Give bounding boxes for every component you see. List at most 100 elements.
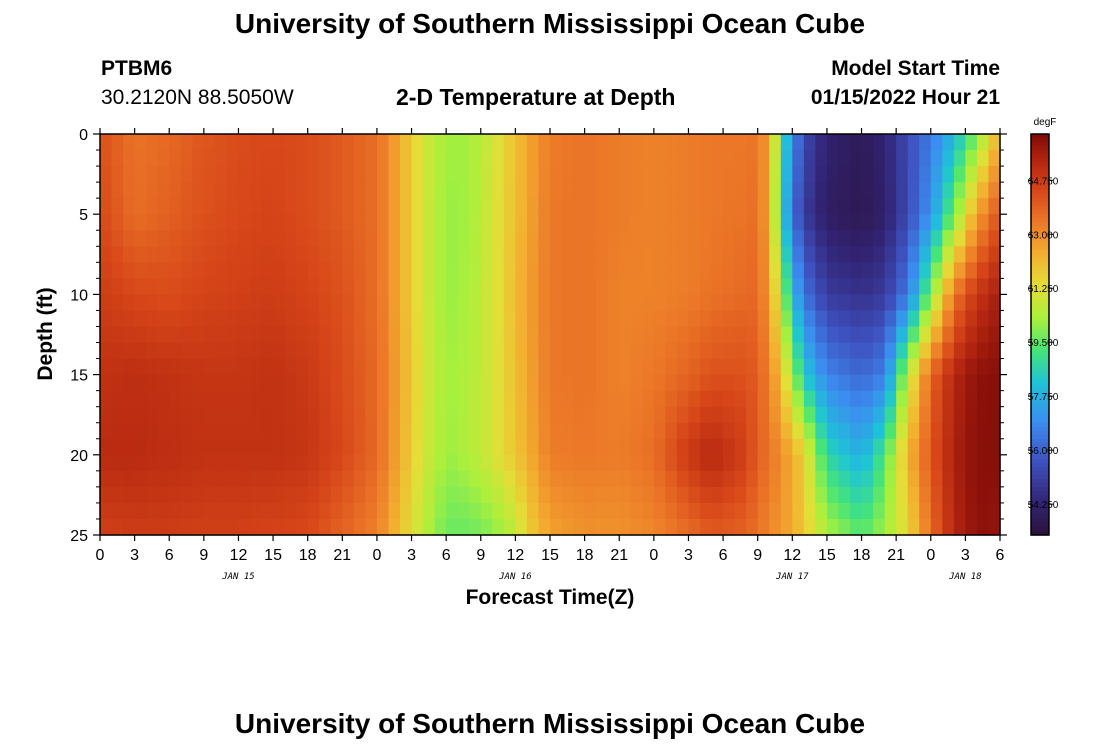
heatmap-cell: [861, 278, 874, 295]
heatmap-cell: [665, 486, 678, 504]
heatmap-cell: [942, 134, 955, 151]
heatmap-cell: [538, 502, 551, 520]
heatmap-cell: [423, 374, 436, 392]
heatmap-cell: [100, 438, 113, 456]
heatmap-cell: [700, 470, 713, 488]
colorbar-segment: [1031, 226, 1049, 231]
heatmap-cell: [780, 198, 793, 215]
heatmap-cell: [976, 438, 990, 456]
heatmap-cell: [180, 438, 193, 456]
heatmap-cell: [734, 294, 747, 312]
heatmap-cell: [746, 246, 759, 263]
heatmap-cell: [261, 454, 274, 472]
heatmap-cell: [642, 422, 655, 440]
heatmap-cell: [388, 502, 401, 520]
heatmap-cell: [226, 214, 240, 231]
heatmap-cell: [123, 166, 136, 183]
heatmap-cell: [838, 246, 851, 263]
heatmap-cell: [134, 470, 147, 488]
heatmap-cell: [596, 518, 609, 536]
heatmap-cell: [376, 358, 390, 376]
heatmap-cell: [353, 294, 366, 312]
heatmap-cell: [457, 166, 470, 183]
heatmap-cell: [607, 422, 620, 440]
colorbar-segment: [1031, 494, 1049, 500]
heatmap-cell: [884, 438, 897, 456]
heatmap-cell: [526, 310, 540, 328]
heatmap-cell: [953, 150, 966, 167]
heatmap-cell: [780, 246, 793, 263]
heatmap-cell: [457, 518, 470, 536]
heatmap-cell: [273, 310, 286, 328]
heatmap-cell: [388, 230, 401, 247]
heatmap-cell: [307, 454, 320, 472]
heatmap-cell: [584, 422, 597, 440]
heatmap-cell: [238, 342, 251, 360]
heatmap-cell: [400, 374, 413, 392]
heatmap-cell: [780, 278, 793, 295]
heatmap-cell: [803, 438, 816, 456]
heatmap-cell: [561, 518, 574, 536]
heatmap-cell: [815, 198, 828, 215]
heatmap-cell: [653, 294, 666, 312]
heatmap-cell: [411, 294, 424, 312]
heatmap-cell: [434, 438, 447, 456]
heatmap-cell: [111, 358, 124, 376]
heatmap-cell: [330, 294, 343, 312]
heatmap-cell: [700, 518, 713, 536]
heatmap-cell: [434, 342, 447, 360]
heatmap-cell: [653, 486, 666, 504]
heatmap-cell: [203, 214, 216, 231]
heatmap-cell: [457, 390, 470, 408]
heatmap-cell: [619, 326, 632, 344]
heatmap-cell: [526, 406, 540, 424]
heatmap-cell: [607, 294, 620, 312]
heatmap-cell: [838, 262, 851, 279]
heatmap-cell: [503, 230, 516, 247]
heatmap-cell: [942, 150, 955, 167]
heatmap-cell: [400, 166, 413, 183]
heatmap-cell: [192, 214, 205, 231]
heatmap-cell: [192, 390, 205, 408]
colorbar-segment: [1031, 182, 1049, 187]
heatmap-cell: [273, 454, 286, 472]
heatmap-cell: [861, 134, 874, 151]
heatmap-cell: [503, 150, 516, 167]
heatmap-cell: [111, 166, 124, 183]
heatmap-cell: [434, 406, 447, 424]
heatmap-cell: [561, 310, 574, 328]
heatmap-cell: [111, 406, 124, 424]
heatmap-cell: [746, 198, 759, 215]
heatmap-cell: [884, 358, 897, 376]
heatmap-cell: [919, 438, 932, 456]
heatmap-cell: [930, 182, 943, 199]
heatmap-cell: [538, 438, 551, 456]
heatmap-cell: [203, 454, 216, 472]
heatmap-cell: [734, 198, 747, 215]
heatmap-cell: [503, 198, 516, 215]
heatmap-cell: [469, 150, 482, 167]
heatmap-cell: [884, 502, 897, 520]
colorbar-segment: [1031, 522, 1049, 528]
heatmap-cell: [296, 438, 309, 456]
heatmap-cell: [100, 166, 113, 183]
heatmap-cell: [480, 166, 493, 183]
heatmap-cell: [203, 278, 216, 295]
heatmap-cell: [665, 182, 678, 199]
heatmap-cell: [273, 134, 286, 151]
heatmap-cell: [896, 486, 909, 504]
heatmap-cell: [746, 390, 759, 408]
heatmap-cell: [676, 470, 690, 488]
heatmap-cell: [688, 230, 701, 247]
heatmap-cell: [526, 182, 540, 199]
heatmap-cell: [203, 374, 216, 392]
heatmap-cell: [307, 230, 320, 247]
heatmap-cell: [215, 374, 228, 392]
heatmap-cell: [630, 422, 643, 440]
heatmap-cell: [711, 438, 724, 456]
heatmap-cell: [965, 182, 978, 199]
heatmap-cell: [976, 518, 990, 536]
heatmap-cell: [123, 214, 136, 231]
heatmap-cell: [123, 182, 136, 199]
heatmap-cell: [123, 310, 136, 328]
